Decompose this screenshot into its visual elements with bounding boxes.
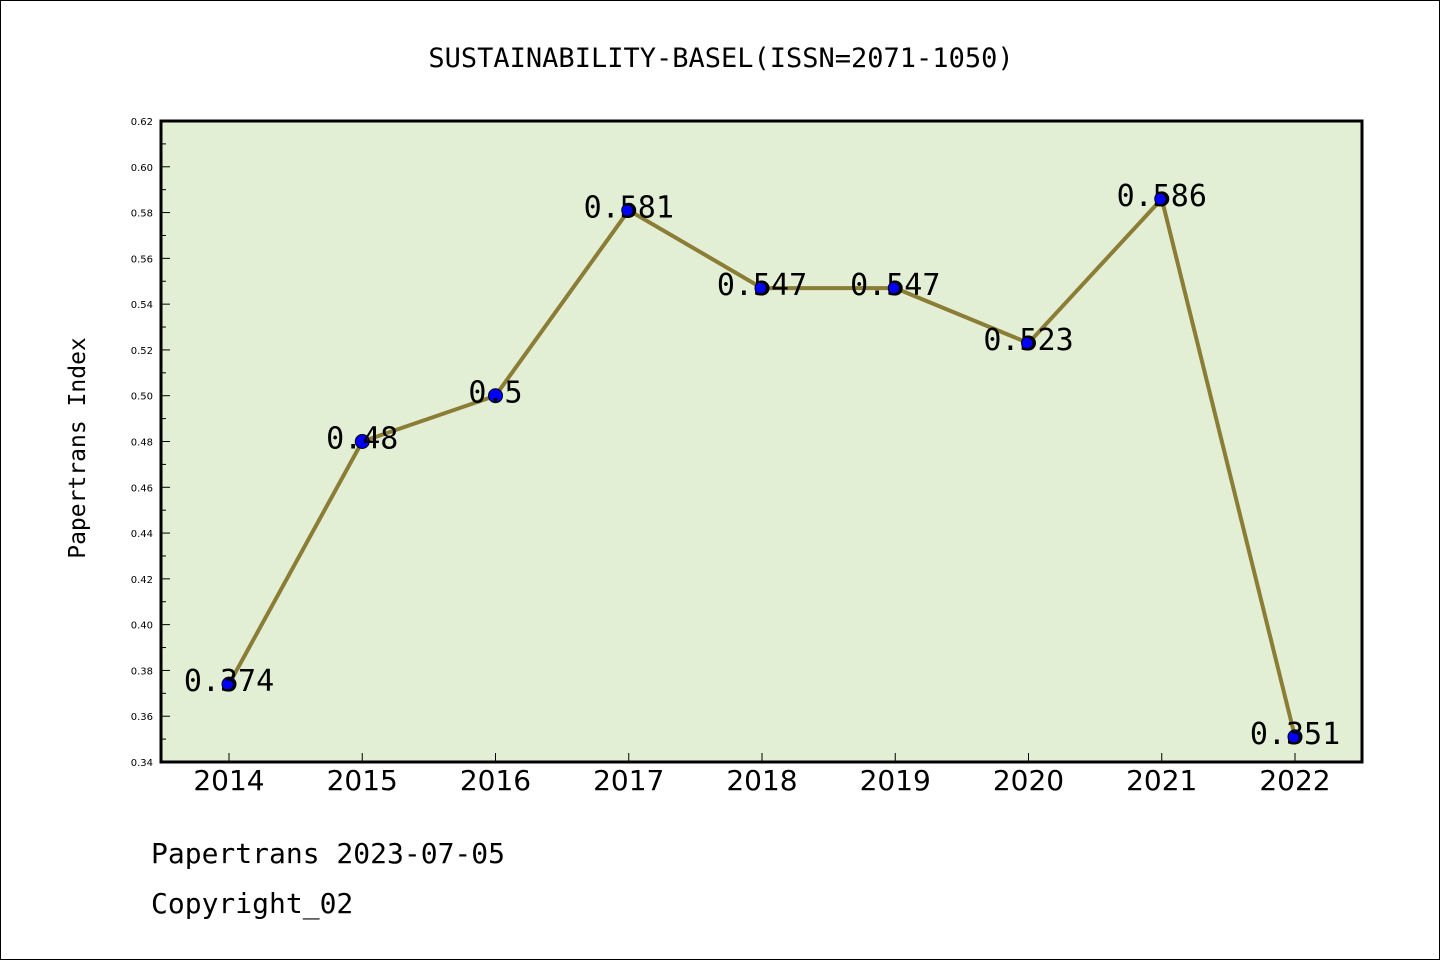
footer-date-text: Papertrans 2023-07-05 bbox=[151, 837, 506, 870]
y-tick-label: 0.42 bbox=[131, 575, 153, 586]
y-tick-label: 0.48 bbox=[131, 438, 153, 449]
data-label: 0.374 bbox=[184, 664, 274, 699]
y-tick-label: 0.36 bbox=[131, 712, 153, 723]
y-tick-label: 0.34 bbox=[131, 758, 153, 769]
y-axis: 0.34 0.36 0.38 0.40 0.42 0.44 0.46 0.48 0.50 0.52… bbox=[131, 117, 170, 769]
y-tick-label: 0.44 bbox=[131, 529, 153, 540]
chart-title: SUSTAINABILITY-BASEL(ISSN=2071-1050) bbox=[428, 43, 1013, 74]
y-tick-label: 0.50 bbox=[131, 392, 153, 403]
x-tick-label: 2019 bbox=[860, 764, 931, 797]
data-point-marker bbox=[354, 434, 370, 449]
y-tick-label: 0.52 bbox=[131, 346, 153, 357]
data-point-marker bbox=[887, 280, 903, 296]
y-tick-label: 0.58 bbox=[131, 209, 153, 220]
y-tick-label: 0.54 bbox=[131, 300, 153, 311]
data-point-marker bbox=[1154, 191, 1170, 207]
data-label: 0.547 bbox=[717, 268, 807, 303]
x-tick-label: 2021 bbox=[1126, 764, 1197, 797]
data-label: 0.5 bbox=[468, 376, 522, 411]
data-labels: 0.374 0.48 0.5 0.581 0.547 0.547 0.523 0.586 0.3… bbox=[184, 179, 1340, 752]
x-tick-label: 2017 bbox=[593, 764, 664, 797]
footer-copyright-text: Copyright_02 bbox=[151, 887, 354, 920]
data-label: 0.48 bbox=[326, 422, 398, 457]
data-point-marker bbox=[488, 388, 503, 404]
data-label: 0.586 bbox=[1117, 179, 1207, 214]
data-point-marker bbox=[1021, 335, 1036, 351]
y-tick-label: 0.60 bbox=[131, 163, 153, 174]
data-point-marker bbox=[1287, 729, 1303, 745]
data-point-marker bbox=[621, 202, 637, 218]
series-group bbox=[221, 191, 1303, 745]
data-point-marker bbox=[221, 676, 237, 692]
y-axis-label: Papertrans Index bbox=[65, 337, 91, 559]
x-axis: 2014 2015 2016 2017 2018 2019 2020 2021 2022 bbox=[193, 753, 1331, 797]
x-tick-label: 2016 bbox=[460, 764, 531, 797]
x-tick-label: 2015 bbox=[327, 764, 398, 797]
y-tick-label: 0.56 bbox=[131, 254, 153, 265]
data-label: 0.547 bbox=[850, 268, 940, 303]
x-tick-label: 2022 bbox=[1259, 764, 1330, 797]
x-tick-label: 2014 bbox=[193, 764, 264, 797]
y-tick-label: 0.40 bbox=[131, 621, 153, 632]
x-tick-label: 2018 bbox=[726, 764, 797, 797]
y-tick-label: 0.38 bbox=[131, 666, 153, 677]
y-tick-label: 0.62 bbox=[131, 117, 153, 128]
y-tick-label: 0.46 bbox=[131, 483, 153, 494]
x-tick-label: 2020 bbox=[993, 764, 1064, 797]
data-label: 0.523 bbox=[983, 323, 1073, 358]
data-point-marker bbox=[754, 280, 770, 296]
data-label: 0.581 bbox=[584, 190, 674, 225]
data-label: 0.351 bbox=[1250, 717, 1340, 752]
